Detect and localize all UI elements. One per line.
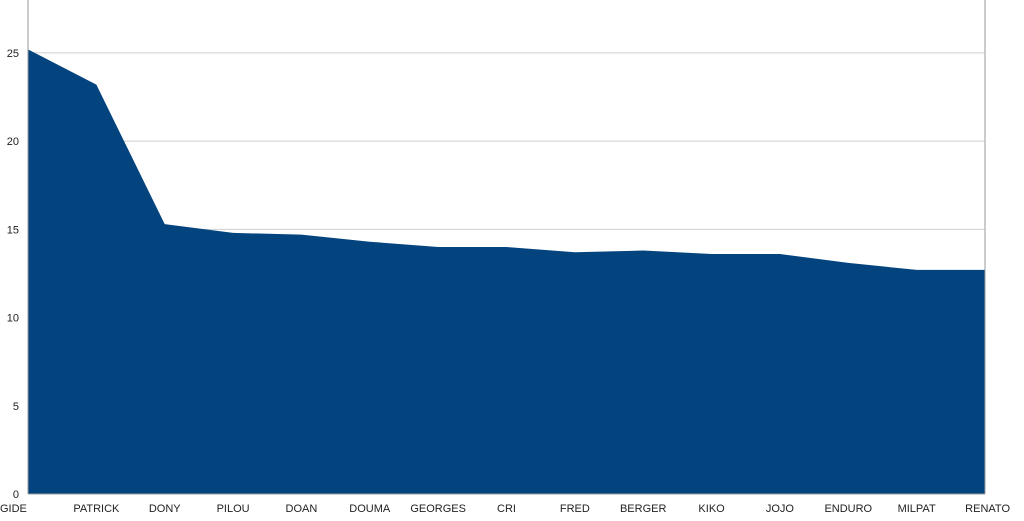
x-tick-labels: GIDE PATRICK DONY PILOU DOAN DOUMA GEORGES CRI F… [0,503,1010,515]
x-tick-label-patrick: PATRICK [73,503,120,515]
area-series [28,49,985,495]
x-tick-label-milpat: MILPAT [898,503,936,515]
x-tick-label-gide: GIDE [0,503,27,515]
y-tick-label-15: 15 [7,224,19,236]
x-tick-label-renato: RENATO [965,503,1010,515]
y-tick-label-0: 0 [13,489,19,501]
y-tick-label-20: 20 [7,136,19,148]
series-area [28,49,985,495]
x-tick-label-doan: DOAN [286,503,318,515]
x-tick-label-fred: FRED [560,503,590,515]
axes [27,0,986,495]
x-tick-label-enduro: ENDURO [824,503,872,515]
x-tick-label-dony: DONY [149,503,181,515]
x-tick-label-douma: DOUMA [349,503,391,515]
x-tick-label-kiko: KIKO [698,503,725,515]
x-tick-label-georges: GEORGES [410,503,466,515]
x-tick-label-berger: BERGER [620,503,667,515]
y-tick-label-10: 10 [7,313,19,325]
y-tick-labels: 0 5 10 15 20 25 [7,48,19,501]
x-tick-label-cri: CRI [497,503,516,515]
y-tick-label-5: 5 [13,401,19,413]
x-tick-label-jojo: JOJO [766,503,795,515]
y-tick-label-25: 25 [7,48,19,60]
x-tick-label-pilou: PILOU [217,503,250,515]
